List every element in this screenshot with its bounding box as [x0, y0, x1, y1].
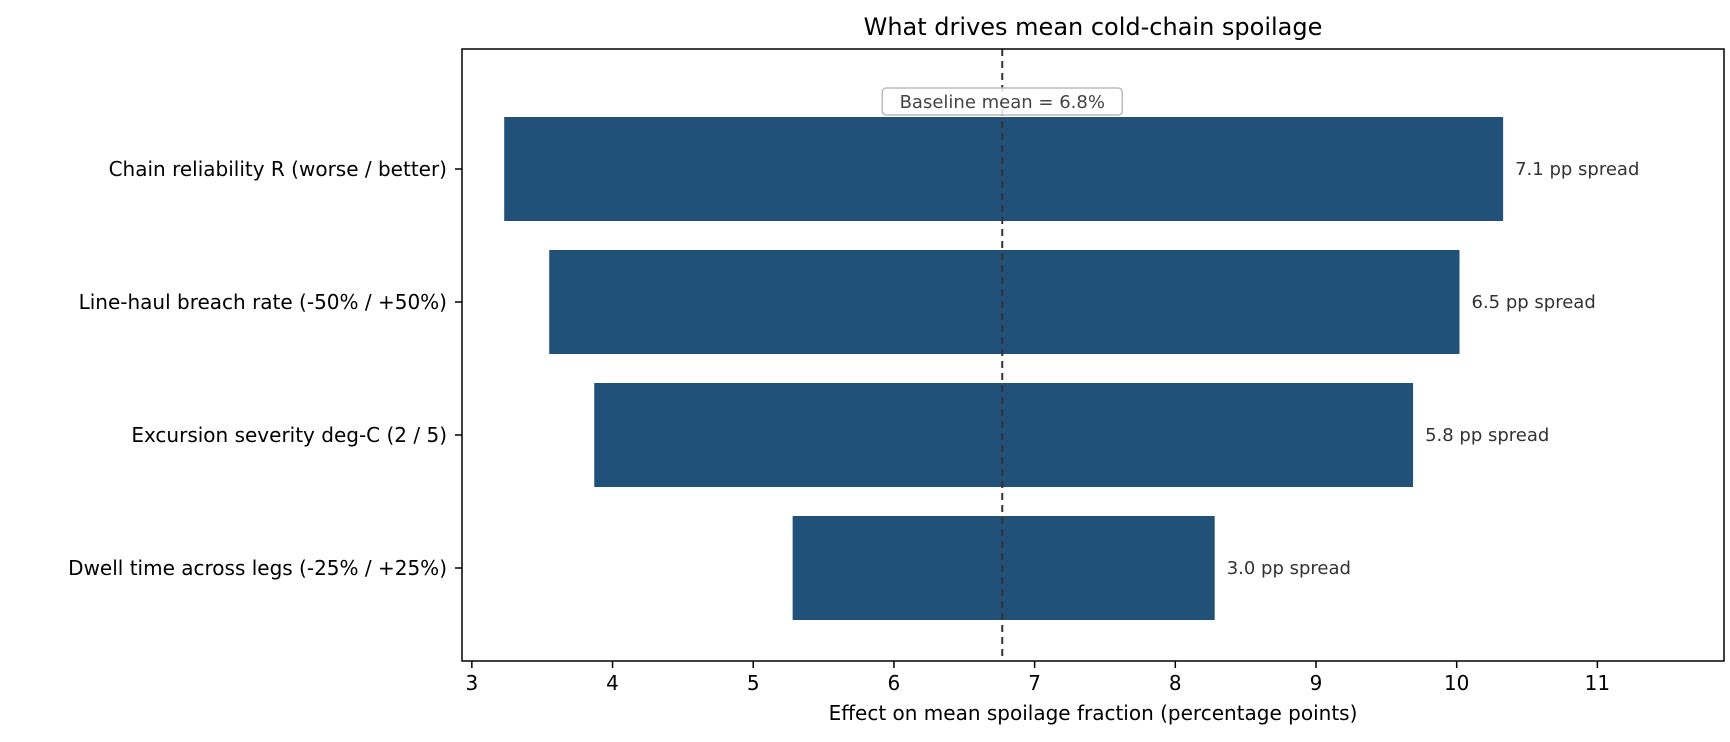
bar — [594, 383, 1414, 487]
x-tick-label: 4 — [606, 671, 619, 695]
bar — [549, 250, 1460, 354]
bar-spread-label: 6.5 pp spread — [1472, 292, 1596, 313]
baseline-annotation-box — [881, 87, 1124, 116]
y-axis: Chain reliability R (worse / better) Line… — [68, 157, 462, 580]
x-tick-label: 3 — [465, 671, 478, 695]
bar — [792, 516, 1215, 620]
chart-title: What drives mean cold-chain spoilage — [864, 13, 1323, 41]
x-tick-label: 6 — [888, 671, 901, 695]
baseline-annotation: Baseline mean = 6.8% — [881, 87, 1124, 116]
plot-area-frame — [461, 48, 1725, 662]
x-tick-label: 9 — [1310, 671, 1323, 695]
bar-spread-label: 3.0 pp spread — [1227, 558, 1351, 579]
y-tick-label: Line-haul breach rate (-50% / +50%) — [79, 290, 447, 314]
baseline-annotation-label: Baseline mean = 6.8% — [900, 92, 1105, 113]
x-tick-label: 7 — [1028, 671, 1041, 695]
y-tick-label: Chain reliability R (worse / better) — [109, 157, 447, 181]
bar-spread-label: 7.1 pp spread — [1515, 159, 1639, 180]
x-axis-label: Effect on mean spoilage fraction (percen… — [829, 701, 1358, 725]
bar — [504, 117, 1504, 221]
y-tick-label: Excursion severity deg-C (2 / 5) — [131, 423, 447, 447]
x-tick-label: 10 — [1444, 671, 1469, 695]
y-tick-label: Dwell time across legs (-25% / +25%) — [68, 556, 447, 580]
x-tick-label: 8 — [1169, 671, 1182, 695]
bars-layer: 7.1 pp spread 6.5 pp spread 5.8 pp spread 3… — [504, 117, 1639, 620]
bar-spread-label: 5.8 pp spread — [1425, 425, 1549, 446]
x-axis: 3 4 5 6 7 8 9 10 11 — [465, 661, 1610, 695]
x-tick-label: 5 — [747, 671, 760, 695]
x-tick-label: 11 — [1585, 671, 1610, 695]
